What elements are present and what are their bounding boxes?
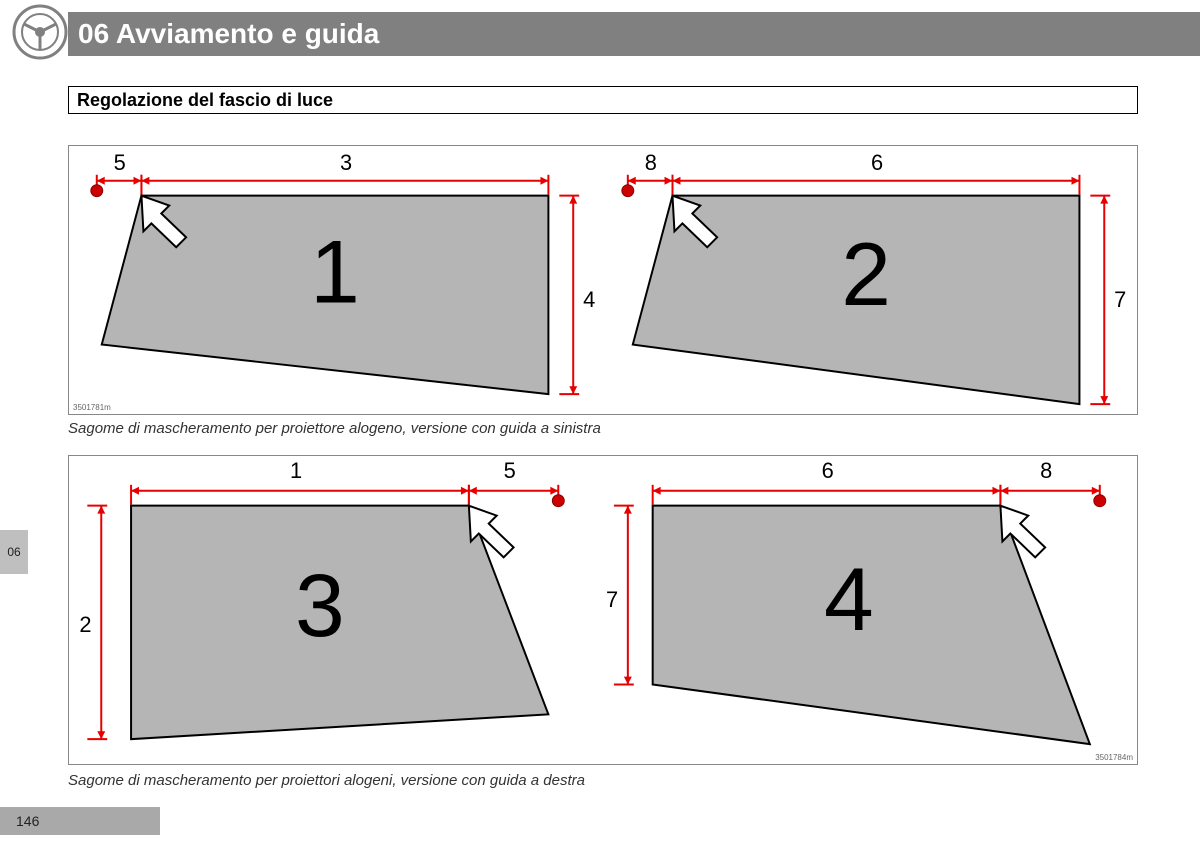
svg-text:2: 2 (79, 612, 91, 637)
diagram-bottom: 1 5 2 3 6 8 7 4 3501784m (68, 455, 1138, 765)
side-tab-label: 06 (7, 545, 20, 559)
svg-text:5: 5 (114, 150, 126, 175)
caption-top: Sagome di mascheramento per proiettore a… (68, 420, 601, 437)
page-number: 146 (16, 813, 39, 829)
svg-text:4: 4 (824, 549, 874, 649)
side-tab: 06 (0, 530, 28, 574)
svg-text:2: 2 (841, 224, 891, 324)
svg-text:7: 7 (606, 587, 618, 612)
svg-text:7: 7 (1114, 287, 1126, 312)
svg-text:1: 1 (310, 221, 360, 321)
figure-code-bottom: 3501784m (1095, 753, 1133, 762)
chapter-title: 06 Avviamento e guida (78, 18, 379, 50)
svg-text:5: 5 (504, 458, 516, 483)
svg-text:8: 8 (1040, 458, 1052, 483)
svg-text:6: 6 (871, 150, 883, 175)
steering-wheel-icon (12, 4, 68, 60)
section-title: Regolazione del fascio di luce (68, 86, 1138, 114)
svg-text:6: 6 (822, 458, 834, 483)
svg-text:8: 8 (645, 150, 657, 175)
svg-text:1: 1 (290, 458, 302, 483)
svg-text:3: 3 (340, 150, 352, 175)
diagram-top: 5 3 4 1 8 6 7 2 3501781m (68, 145, 1138, 415)
svg-text:4: 4 (583, 287, 595, 312)
page-number-box: 146 (0, 807, 160, 835)
svg-text:3: 3 (295, 555, 345, 655)
figure-code-top: 3501781m (73, 403, 111, 412)
caption-bottom: Sagome di mascheramento per proiettori a… (68, 772, 585, 789)
section-title-text: Regolazione del fascio di luce (77, 90, 333, 110)
chapter-header: 06 Avviamento e guida (68, 12, 1200, 56)
